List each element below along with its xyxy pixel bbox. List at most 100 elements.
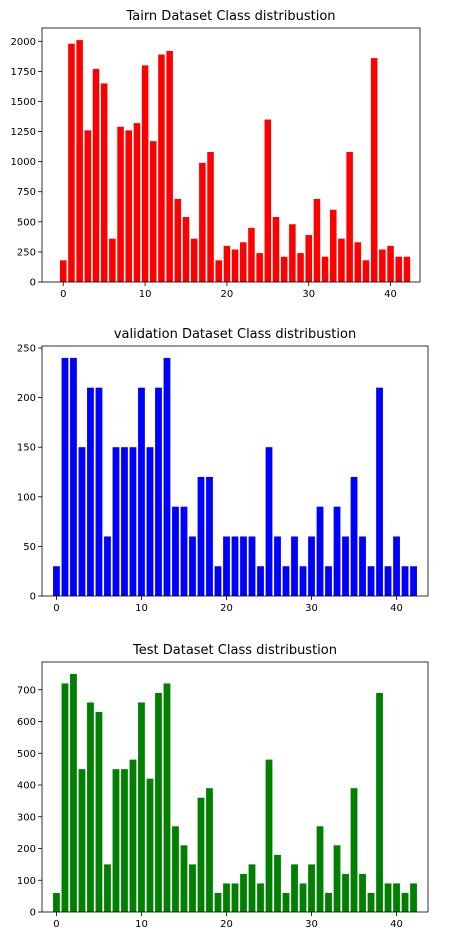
validation-y-tick-label: 200: [17, 393, 36, 404]
validation-axes-frame: [41, 345, 429, 597]
validation-bar: [53, 566, 60, 596]
train-bar: [313, 198, 321, 282]
test-y-tick-label: 600: [17, 717, 36, 728]
test-bar: [393, 883, 400, 912]
validation-bar: [146, 447, 154, 596]
test-bar: [333, 845, 341, 912]
validation-bar: [350, 476, 358, 596]
train-bar: [387, 245, 394, 282]
validation-x-tick-label: 30: [305, 603, 318, 614]
test-chart: Test Dataset Class distribustion 0 10 20 30 4…: [0, 634, 450, 934]
train-bar: [158, 54, 165, 282]
train-bar: [68, 43, 75, 283]
test-chart-title: Test Dataset Class distribustion: [132, 643, 337, 658]
train-bar: [321, 256, 329, 282]
test-bar: [197, 797, 205, 912]
validation-bar: [223, 536, 230, 596]
train-bar: [182, 217, 190, 282]
train-bar: [248, 227, 255, 282]
train-bar: [231, 249, 239, 282]
validation-bar: [180, 506, 188, 596]
test-y-tick-label: 0: [30, 908, 36, 919]
validation-bar: [155, 387, 162, 596]
validation-bar: [359, 536, 366, 596]
validation-bar: [121, 447, 128, 596]
train-x-tick-label: 0: [60, 289, 66, 300]
test-bar: [265, 759, 273, 912]
validation-bar: [265, 447, 273, 596]
train-bar: [297, 253, 304, 282]
validation-chart: validation Dataset Class distribustion 0 1…: [0, 318, 450, 618]
validation-bar: [197, 476, 205, 596]
train-bar: [84, 130, 92, 282]
validation-x-tick-label: 0: [53, 603, 59, 614]
validation-bar: [367, 566, 375, 596]
train-bar: [354, 242, 362, 282]
test-bar: [342, 873, 349, 912]
train-bar: [305, 235, 312, 282]
train-x-tick-label: 40: [384, 289, 397, 300]
test-bar: [410, 883, 417, 912]
validation-bar: [393, 536, 400, 596]
train-bar: [280, 256, 288, 282]
validation-x-tick-label: 10: [135, 603, 148, 614]
train-y-tick-label: 250: [17, 247, 36, 258]
test-bar: [384, 883, 392, 912]
test-bar: [359, 873, 366, 912]
test-bar: [282, 892, 290, 912]
validation-y-tick-label: 50: [23, 542, 36, 553]
train-bar: [207, 152, 214, 282]
test-bar: [78, 769, 86, 912]
test-bar: [214, 892, 222, 912]
test-bar: [155, 692, 162, 912]
test-x-tick-label: 0: [53, 919, 59, 930]
validation-bar: [376, 387, 383, 596]
validation-y-tick-label: 150: [17, 443, 36, 454]
train-bar: [100, 83, 108, 282]
test-x-tick-label: 10: [135, 919, 148, 930]
validation-bar: [70, 357, 77, 596]
validation-bar: [78, 447, 86, 596]
train-bar: [256, 253, 263, 282]
train-bar: [338, 238, 345, 282]
validation-bar: [163, 357, 171, 596]
test-bar: [367, 892, 375, 912]
train-bar: [289, 224, 296, 282]
validation-bar: [206, 476, 213, 596]
test-bar: [223, 883, 230, 912]
test-bar: [189, 864, 196, 912]
test-bar: [87, 702, 94, 912]
train-bar: [150, 141, 157, 282]
test-y-tick-label: 700: [17, 685, 36, 696]
validation-bar: [248, 536, 256, 596]
test-bar: [316, 826, 324, 912]
train-bar: [117, 126, 124, 282]
train-bar: [370, 58, 378, 283]
test-bar: [95, 712, 103, 912]
validation-bar: [325, 566, 332, 596]
test-bar: [129, 759, 137, 912]
train-bar: [166, 50, 173, 283]
train-bar: [190, 238, 198, 282]
validation-bar: [61, 357, 69, 596]
test-bar: [61, 683, 69, 912]
test-bar: [248, 864, 256, 912]
test-bar: [401, 892, 409, 912]
validation-bar: [333, 506, 341, 596]
validation-x-tick-label: 20: [220, 603, 233, 614]
train-bar: [133, 123, 141, 282]
train-y-tick-label: 0: [30, 278, 36, 289]
train-bar: [223, 245, 231, 282]
test-bar: [146, 778, 154, 912]
train-bar: [141, 65, 149, 283]
test-bar: [291, 864, 298, 912]
test-bar: [274, 854, 281, 912]
test-bar: [172, 826, 179, 912]
train-bar: [60, 260, 67, 282]
validation-bar: [401, 566, 409, 596]
test-bar: [53, 892, 60, 912]
train-bar: [403, 256, 411, 282]
validation-bar: [231, 536, 239, 596]
train-bar: [264, 119, 272, 282]
test-x-tick-label: 20: [220, 919, 233, 930]
